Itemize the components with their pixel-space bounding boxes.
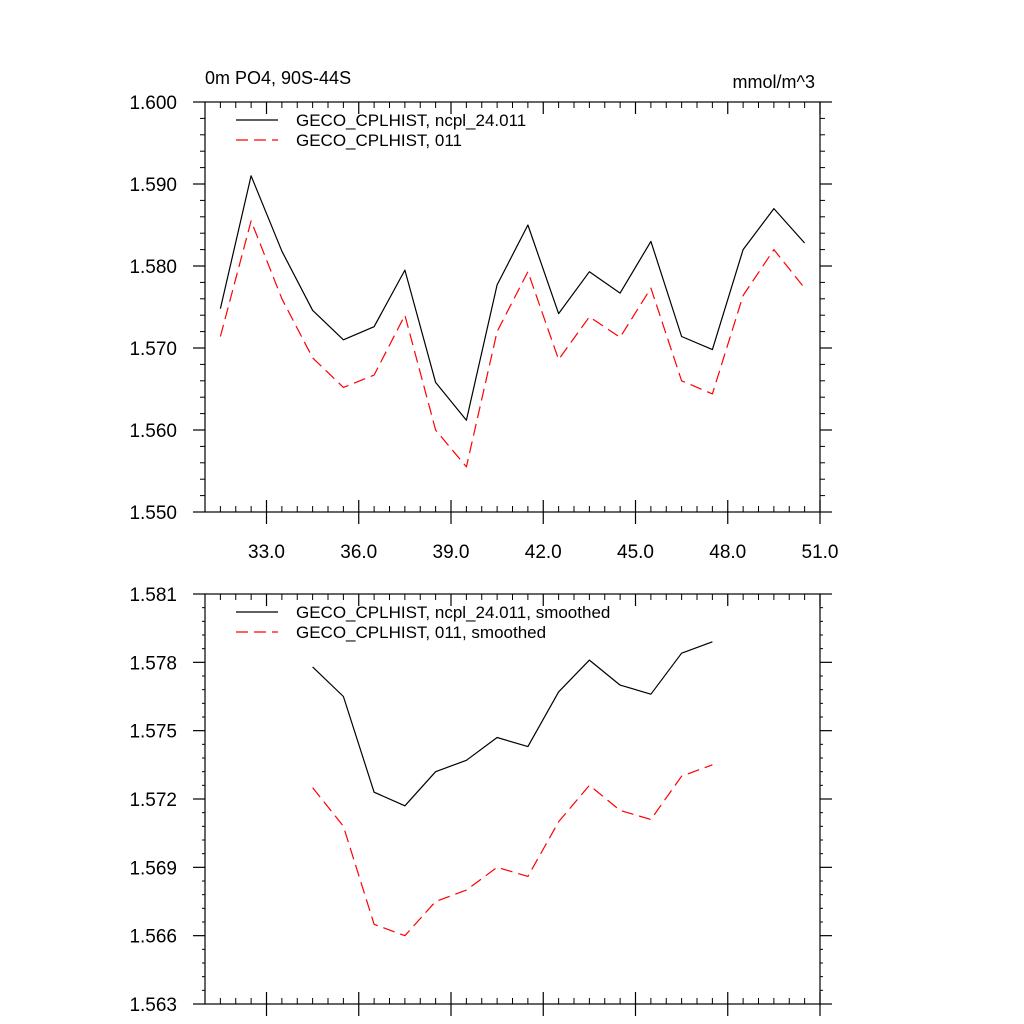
legend-label-2: GECO_CPLHIST, 011, smoothed [296, 623, 546, 642]
y-tick-label: 1.572 [129, 790, 177, 811]
x-tick-label: 42.0 [525, 542, 562, 563]
y-tick-label: 1.575 [129, 722, 177, 743]
y-tick-label: 1.570 [129, 339, 177, 360]
legend-label-1: GECO_CPLHIST, ncpl_24.011, smoothed [296, 603, 610, 622]
plot-frame [204, 101, 821, 513]
y-tick-label: 1.560 [129, 421, 177, 442]
y-tick-label: 1.580 [129, 257, 177, 278]
chart-title: 0m PO4, 90S-44S [205, 68, 351, 88]
y-tick-label: 1.578 [129, 653, 177, 674]
panel-top: 33.0 36.0 39.0 42.0 45.0 48.0 51.0 1.550 1.560 1.… [129, 68, 838, 563]
x-tick-label: 51.0 [802, 542, 839, 563]
x-tick-label: 39.0 [433, 542, 470, 563]
legend-label-2: GECO_CPLHIST, 011 [296, 131, 462, 150]
plot-frame [204, 593, 821, 1005]
x-tick-label: 48.0 [709, 542, 746, 563]
y-tick-label: 1.563 [129, 995, 177, 1016]
legend-label-1: GECO_CPLHIST, ncpl_24.011 [296, 111, 526, 130]
chart-units: mmol/m^3 [733, 72, 815, 92]
series-line-2 [312, 764, 713, 937]
y-tick-label: 1.590 [129, 175, 177, 196]
y-tick-label: 1.566 [129, 927, 177, 948]
series-line-1 [219, 175, 806, 421]
x-tick-label: 36.0 [340, 542, 377, 563]
series-line-2 [219, 220, 806, 468]
series-line-1 [312, 641, 713, 807]
y-tick-label: 1.550 [129, 503, 177, 524]
x-tick-label: 33.0 [248, 542, 285, 563]
y-tick-label: 1.581 [129, 585, 177, 606]
y-tick-label: 1.569 [129, 858, 177, 879]
x-tick-label: 45.0 [617, 542, 654, 563]
panel-bottom: 1.563 1.566 1.569 1.572 1.575 1.578 1.581 GECO_… [129, 585, 832, 1016]
y-tick-label: 1.600 [129, 93, 177, 114]
